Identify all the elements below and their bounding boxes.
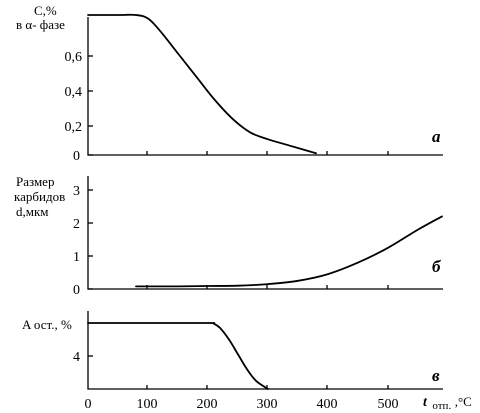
panel-a: 0 0,2 0,4 0,6 C,% в α- фазе а (16, 3, 443, 164)
panel-b-ytick-label-0: 0 (73, 283, 80, 298)
panel-b-series-line (135, 215, 443, 288)
x-tick-label-200: 200 (197, 397, 218, 412)
x-tick-label-400: 400 (317, 397, 338, 412)
panel-c-label: в (432, 366, 440, 385)
x-tick-label-500: 500 (378, 397, 399, 412)
panel-b-ylabel-line-3: d,мкм (16, 204, 49, 219)
panel-b-ylabel-line-1: Размер (16, 174, 54, 189)
panel-a-ytick-label-1: 0,2 (65, 120, 83, 135)
panel-a-axes (87, 17, 443, 156)
panel-b-axes (87, 176, 443, 290)
x-axis-label-main: t (423, 395, 428, 410)
panel-a-ytick-label-2: 0,4 (65, 85, 83, 100)
panel-b-ylabel-line-2: карбидов (14, 189, 65, 204)
panel-c: 4 A ост., % в 0 100 200 300 400 500 t от… (22, 311, 472, 413)
panel-a-series-line (87, 13, 317, 155)
x-tick-label-300: 300 (257, 397, 278, 412)
panel-c-axes (87, 311, 443, 390)
panel-a-label: а (432, 127, 441, 146)
x-tick-label-100: 100 (137, 397, 158, 412)
panel-b-ytick-label-1: 1 (73, 250, 80, 265)
panel-a-ytick-label-3: 0,6 (65, 50, 83, 65)
x-tick-label-0: 0 (85, 397, 92, 412)
x-axis-label-unit: ,°C (455, 394, 472, 409)
panel-b: 0 1 2 3 Размер карбидов d,мкм б (14, 174, 443, 298)
panel-a-ylabel-line-2: в α- фазе (16, 17, 65, 32)
panel-b-ytick-label-2: 2 (73, 217, 80, 232)
panel-a-ytick-label-0: 0 (73, 149, 80, 164)
panel-c-series-line (87, 322, 269, 390)
x-axis-label-sub: отп. (432, 400, 451, 412)
panel-b-label: б (432, 257, 442, 276)
panel-c-ylabel: A ост., % (22, 317, 72, 332)
panel-a-ylabel-line-1: C,% (34, 3, 57, 18)
x-axis-label: t отп. ,°C (423, 394, 472, 413)
panel-c-ytick-label-4: 4 (73, 350, 80, 365)
panel-b-ytick-label-3: 3 (73, 184, 80, 199)
